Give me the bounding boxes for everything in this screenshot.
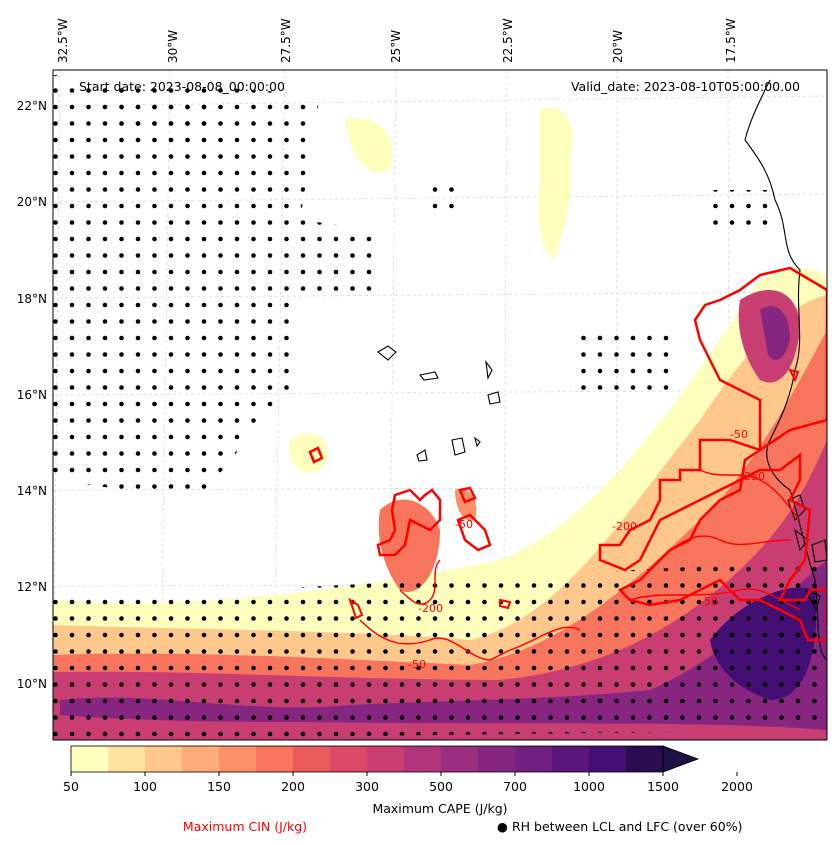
cape-colorbar bbox=[70, 745, 700, 773]
colorbar-segment bbox=[478, 746, 516, 772]
lon-label: 27.5°W bbox=[279, 18, 293, 63]
colorbar-tick-label: 500 bbox=[429, 779, 453, 794]
valid-date-label: Valid_date: 2023-08-10T05:00:00.00 bbox=[571, 79, 800, 94]
lon-axis: 32.5°W 30°W 27.5°W 25°W 22.5°W 20°W 17.5… bbox=[56, 18, 738, 63]
lon-label: 30°W bbox=[166, 30, 180, 63]
cin-label: -50 bbox=[700, 595, 718, 608]
coastlines bbox=[377, 79, 827, 661]
colorbar-segment bbox=[367, 746, 405, 772]
cin-label: -200 bbox=[612, 520, 637, 533]
rh-legend-marker: ● bbox=[497, 819, 508, 834]
colorbar-label: Maximum CAPE (J/kg) bbox=[372, 801, 507, 816]
cin-label: -50 bbox=[408, 658, 426, 671]
cin-label: -50 bbox=[730, 428, 748, 441]
colorbar-tick-label: 200 bbox=[281, 779, 305, 794]
colorbar-segment bbox=[71, 746, 109, 772]
lon-label: 22.5°W bbox=[501, 18, 515, 63]
colorbar-segment bbox=[515, 746, 553, 772]
cin-label: -250 bbox=[740, 470, 765, 483]
rh-legend-label: RH between LCL and LFC (over 60%) bbox=[512, 819, 742, 834]
lat-axis: 22°N 20°N 18°N 16°N 14°N 12°N 10°N bbox=[17, 99, 47, 691]
colorbar-segment bbox=[552, 746, 590, 772]
cin-label: -50 bbox=[455, 518, 473, 531]
colorbar-tick-label: 1000 bbox=[573, 779, 605, 794]
colorbar-ticks: 50 100 150 200 300 500 700 1000 1500 2000 bbox=[63, 772, 753, 794]
start-date-label: Start date: 2023-08-08_00:00:00 bbox=[79, 79, 285, 94]
lat-label: 22°N bbox=[17, 99, 47, 113]
map-panel: -50 -250 -200 -50 -50 -50 -200 bbox=[53, 70, 827, 740]
colorbar-tick-label: 2000 bbox=[721, 779, 753, 794]
lon-label: 25°W bbox=[389, 30, 403, 63]
lat-label: 14°N bbox=[17, 484, 47, 498]
colorbar-segment bbox=[182, 746, 220, 772]
colorbar-segment bbox=[441, 746, 479, 772]
colorbar-tick-label: 1500 bbox=[647, 779, 679, 794]
colorbar-segment bbox=[589, 746, 627, 772]
colorbar-segment bbox=[145, 746, 183, 772]
lat-label: 20°N bbox=[17, 195, 47, 209]
colorbar-extend-arrow bbox=[662, 745, 700, 773]
rh-stipple bbox=[53, 75, 827, 740]
colorbar-segment bbox=[219, 746, 257, 772]
cin-label: -200 bbox=[418, 602, 443, 615]
colorbar-segment bbox=[404, 746, 442, 772]
lat-label: 18°N bbox=[17, 292, 47, 306]
cin-contours bbox=[308, 266, 827, 661]
lat-label: 16°N bbox=[17, 388, 47, 402]
colorbar-tick-label: 100 bbox=[133, 779, 157, 794]
colorbar-segment bbox=[108, 746, 146, 772]
map-frame bbox=[52, 69, 828, 741]
colorbar-tick-label: 50 bbox=[63, 779, 79, 794]
colorbar-segment bbox=[330, 746, 368, 772]
lon-label: 17.5°W bbox=[724, 18, 738, 63]
lon-label: 20°W bbox=[611, 30, 625, 63]
colorbar-tick-label: 700 bbox=[503, 779, 527, 794]
lat-label: 10°N bbox=[17, 677, 47, 691]
colorbar-segment bbox=[256, 746, 294, 772]
lon-label: 32.5°W bbox=[56, 18, 70, 63]
colorbar-tick-label: 150 bbox=[207, 779, 231, 794]
lat-label: 12°N bbox=[17, 580, 47, 594]
colorbar-segment bbox=[626, 746, 664, 772]
cin-legend-label: Maximum CIN (J/kg) bbox=[183, 819, 307, 834]
colorbar-segment bbox=[293, 746, 331, 772]
colorbar-tick-label: 300 bbox=[355, 779, 379, 794]
